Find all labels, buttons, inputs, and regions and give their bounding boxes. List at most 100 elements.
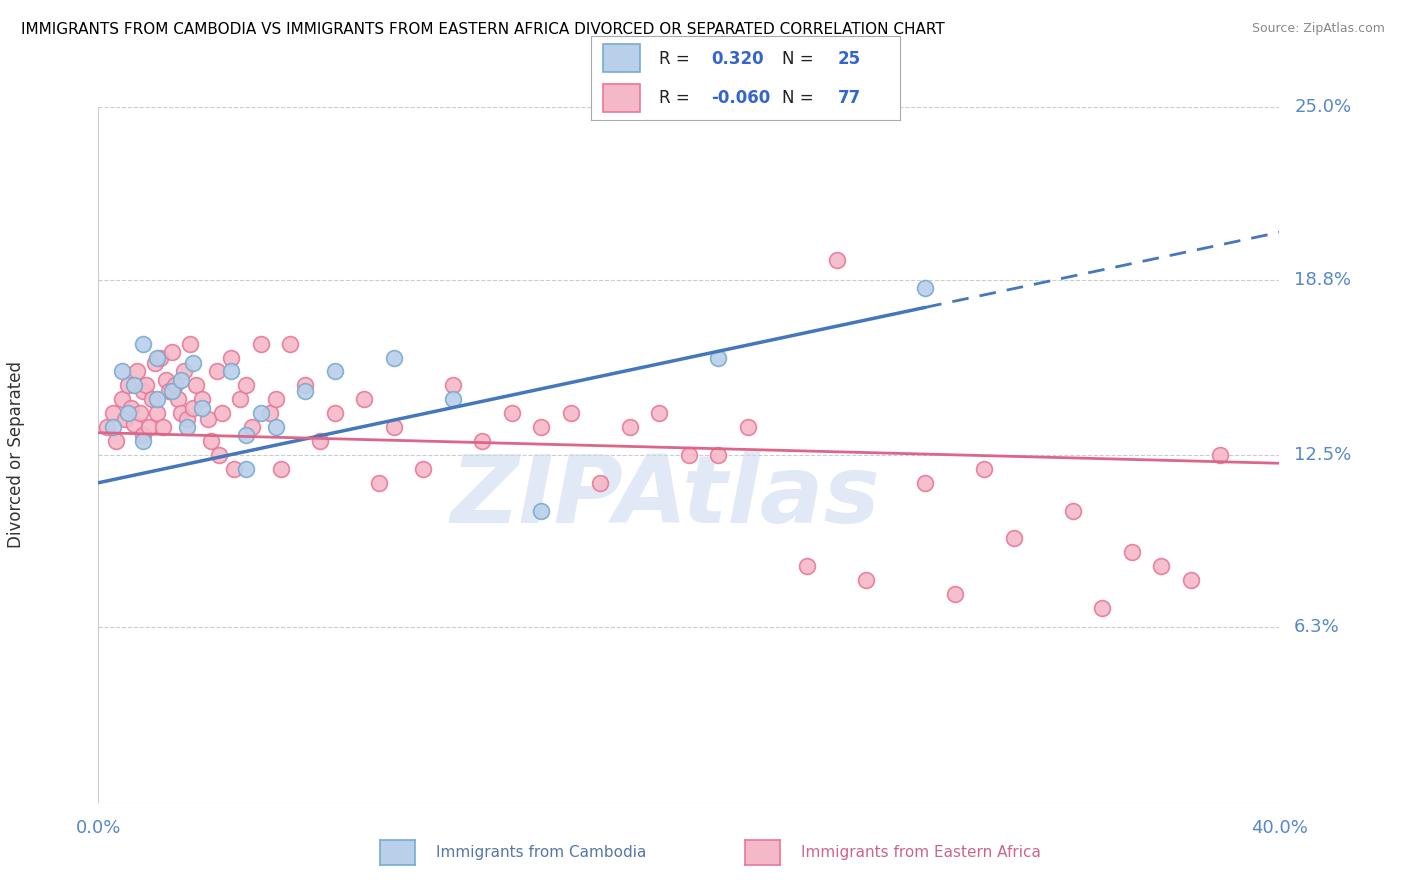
Point — [170, 373, 193, 387]
Text: -0.060: -0.060 — [711, 88, 770, 106]
Text: 0.320: 0.320 — [711, 50, 763, 68]
Point — [105, 434, 128, 448]
Point — [132, 384, 155, 398]
Point — [146, 351, 169, 365]
Point — [197, 411, 219, 425]
Point — [235, 462, 257, 476]
Point — [737, 420, 759, 434]
Point — [914, 475, 936, 490]
Point — [294, 384, 316, 398]
Text: N =: N = — [782, 50, 814, 68]
Point — [181, 401, 204, 415]
FancyBboxPatch shape — [603, 84, 640, 112]
Point — [973, 462, 995, 476]
Point — [103, 420, 125, 434]
Point — [368, 475, 391, 490]
Point — [181, 356, 204, 370]
Point — [176, 411, 198, 425]
Point — [412, 462, 434, 476]
Text: IMMIGRANTS FROM CAMBODIA VS IMMIGRANTS FROM EASTERN AFRICA DIVORCED OR SEPARATED: IMMIGRANTS FROM CAMBODIA VS IMMIGRANTS F… — [21, 22, 945, 37]
Point — [678, 448, 700, 462]
Point — [208, 448, 231, 462]
Point — [191, 392, 214, 407]
Point — [278, 336, 302, 351]
Point — [111, 392, 134, 407]
Point — [855, 573, 877, 587]
Point — [103, 406, 125, 420]
Point — [294, 378, 316, 392]
Text: R =: R = — [658, 88, 689, 106]
Point — [235, 378, 257, 392]
Point — [114, 411, 136, 425]
Point — [943, 587, 966, 601]
Point — [229, 392, 252, 407]
Point — [648, 406, 671, 420]
Point — [441, 378, 464, 392]
Point — [146, 406, 169, 420]
Point — [155, 373, 177, 387]
Point — [1121, 545, 1143, 559]
Text: Source: ZipAtlas.com: Source: ZipAtlas.com — [1251, 22, 1385, 36]
Point — [211, 406, 233, 420]
Point — [707, 351, 730, 365]
Point — [162, 384, 183, 398]
Text: 6.3%: 6.3% — [1294, 618, 1340, 637]
Point — [560, 406, 582, 420]
Point — [128, 406, 150, 420]
Point — [382, 351, 405, 365]
Point — [138, 420, 160, 434]
Text: ZIPAtlas: ZIPAtlas — [450, 450, 880, 542]
Point — [117, 378, 139, 392]
Point — [224, 462, 246, 476]
Point — [173, 364, 195, 378]
Text: Immigrants from Cambodia: Immigrants from Cambodia — [436, 846, 647, 860]
Point — [132, 428, 155, 442]
Point — [165, 378, 187, 392]
Point — [1150, 559, 1173, 574]
Point — [530, 420, 553, 434]
Point — [117, 406, 139, 420]
Point — [259, 406, 281, 420]
Point — [179, 336, 201, 351]
Point — [796, 559, 818, 574]
Point — [1180, 573, 1202, 587]
Text: 0.0%: 0.0% — [76, 820, 121, 838]
Point — [1209, 448, 1232, 462]
Text: 25.0%: 25.0% — [1294, 98, 1351, 116]
Text: 77: 77 — [838, 88, 862, 106]
Point — [235, 428, 257, 442]
Point — [270, 462, 292, 476]
Point — [323, 406, 346, 420]
Point — [250, 406, 273, 420]
Point — [157, 384, 180, 398]
Text: R =: R = — [658, 50, 689, 68]
Text: N =: N = — [782, 88, 814, 106]
Text: Immigrants from Eastern Africa: Immigrants from Eastern Africa — [801, 846, 1042, 860]
Text: 40.0%: 40.0% — [1251, 820, 1308, 838]
Point — [146, 392, 169, 407]
Point — [309, 434, 332, 448]
Text: 12.5%: 12.5% — [1294, 446, 1351, 464]
Point — [122, 417, 145, 432]
Point — [250, 336, 273, 351]
FancyBboxPatch shape — [603, 45, 640, 72]
Point — [219, 351, 243, 365]
Point — [471, 434, 494, 448]
Point — [141, 392, 163, 407]
Point — [143, 356, 166, 370]
Point — [205, 364, 228, 378]
Point — [200, 434, 222, 448]
Text: 18.8%: 18.8% — [1294, 270, 1351, 289]
Point — [125, 364, 148, 378]
Point — [382, 420, 405, 434]
Point — [323, 364, 346, 378]
Point — [914, 281, 936, 295]
Point — [111, 364, 134, 378]
Point — [132, 434, 155, 448]
Point — [501, 406, 523, 420]
Point — [149, 351, 172, 365]
Point — [825, 253, 848, 268]
Point — [264, 420, 287, 434]
Point — [170, 406, 193, 420]
Point — [96, 420, 118, 434]
